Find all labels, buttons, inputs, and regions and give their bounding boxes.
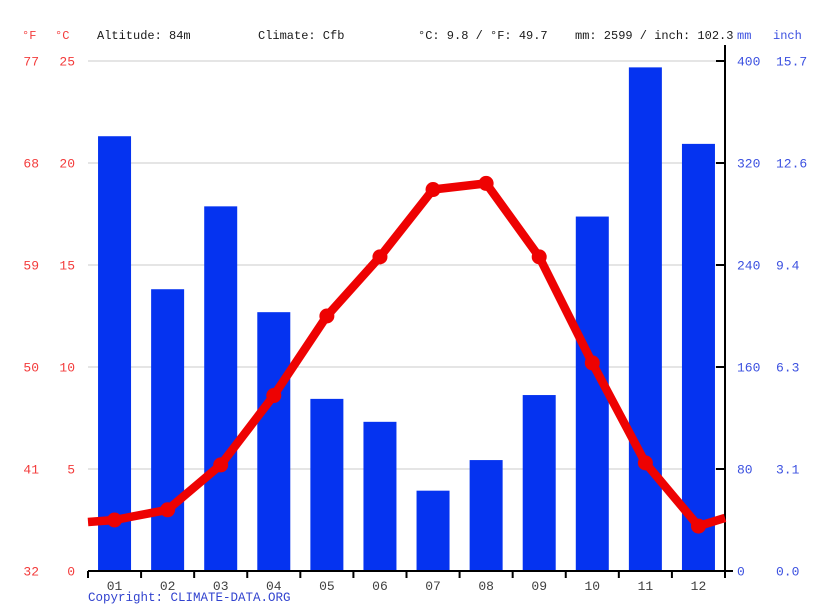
copyright-line: Copyright: CLIMATE-DATA.ORG xyxy=(88,591,291,605)
tick-label-mm-320: 320 xyxy=(737,157,760,172)
tick-label-mm-80: 80 xyxy=(737,463,753,478)
temperature-point-10 xyxy=(584,355,600,371)
temperature-point-03 xyxy=(213,457,229,473)
header-inch-label: inch xyxy=(773,29,802,43)
temperature-point-06 xyxy=(372,249,388,265)
month-label-03: 03 xyxy=(213,579,229,594)
temperature-point-12 xyxy=(690,518,706,534)
precip-bar-09 xyxy=(522,395,556,571)
temperature-point-07 xyxy=(425,182,441,198)
tick-label-inch-3.1: 3.1 xyxy=(776,463,800,478)
month-label-12: 12 xyxy=(691,579,707,594)
precip-bar-12 xyxy=(681,143,715,571)
month-label-05: 05 xyxy=(319,579,335,594)
month-label-11: 11 xyxy=(638,579,654,594)
month-label-07: 07 xyxy=(425,579,441,594)
tick-label-inch-9.4: 9.4 xyxy=(776,259,800,274)
precip-bar-03 xyxy=(204,206,238,571)
header-fahrenheit-label: °F xyxy=(22,29,37,43)
tick-label-mm-240: 240 xyxy=(737,259,760,274)
month-label-02: 02 xyxy=(160,579,176,594)
precip-bar-10 xyxy=(575,216,609,572)
header-mm-label: mm xyxy=(737,29,752,43)
altitude-label: Altitude: 84m xyxy=(97,29,191,43)
tick-label-c-10: 10 xyxy=(59,361,75,376)
climate-data-org-link[interactable]: CLIMATE-DATA.ORG xyxy=(170,591,291,605)
temperature-point-01 xyxy=(107,512,123,528)
tick-label-c-20: 20 xyxy=(59,157,75,172)
precip-bar-05 xyxy=(310,398,344,571)
precip-bar-01 xyxy=(98,136,132,571)
temperature-point-11 xyxy=(637,455,653,471)
tick-label-mm-400: 400 xyxy=(737,55,760,70)
tick-label-inch-12.6: 12.6 xyxy=(776,157,807,172)
precip-bar-02 xyxy=(151,289,185,571)
tick-label-inch-6.3: 6.3 xyxy=(776,361,799,376)
month-label-08: 08 xyxy=(478,579,494,594)
tick-label-mm-0: 0 xyxy=(737,565,745,580)
header-celsius-label: °C xyxy=(55,29,70,43)
tick-label-f-68: 68 xyxy=(23,157,39,172)
month-label-04: 04 xyxy=(266,579,282,594)
tick-label-f-59: 59 xyxy=(23,259,39,274)
tick-label-inch-15.7: 15.7 xyxy=(776,55,807,70)
month-label-10: 10 xyxy=(584,579,600,594)
month-label-09: 09 xyxy=(531,579,547,594)
tick-label-c-25: 25 xyxy=(59,55,75,70)
precip-bar-06 xyxy=(363,421,397,571)
temperature-point-08 xyxy=(478,175,494,191)
tick-label-c-15: 15 xyxy=(59,259,75,274)
temperature-point-04 xyxy=(266,388,282,404)
tick-label-mm-160: 160 xyxy=(737,361,760,376)
avg-temperature-label: °C: 9.8 / °F: 49.7 xyxy=(418,29,548,43)
temperature-point-02 xyxy=(160,502,176,518)
temperature-point-05 xyxy=(319,308,335,324)
month-label-01: 01 xyxy=(107,579,123,594)
climate-type-label: Climate: Cfb xyxy=(258,29,345,43)
tick-label-f-32: 32 xyxy=(23,565,39,580)
tick-label-f-50: 50 xyxy=(23,361,39,376)
precip-bar-04 xyxy=(257,312,291,571)
tick-label-c-5: 5 xyxy=(67,463,75,478)
precip-bar-08 xyxy=(469,460,503,571)
total-precip-label: mm: 2599 / inch: 102.3 xyxy=(575,29,734,43)
tick-label-c-0: 0 xyxy=(67,565,75,580)
precip-bar-07 xyxy=(416,490,450,571)
tick-label-f-77: 77 xyxy=(23,55,39,70)
temperature-point-09 xyxy=(531,249,547,265)
tick-label-f-41: 41 xyxy=(23,463,39,478)
tick-label-inch-0.0: 0.0 xyxy=(776,565,799,580)
copyright-prefix: Copyright: xyxy=(88,591,171,605)
precip-bar-11 xyxy=(628,67,662,571)
temperature-line xyxy=(87,179,727,531)
month-label-06: 06 xyxy=(372,579,388,594)
